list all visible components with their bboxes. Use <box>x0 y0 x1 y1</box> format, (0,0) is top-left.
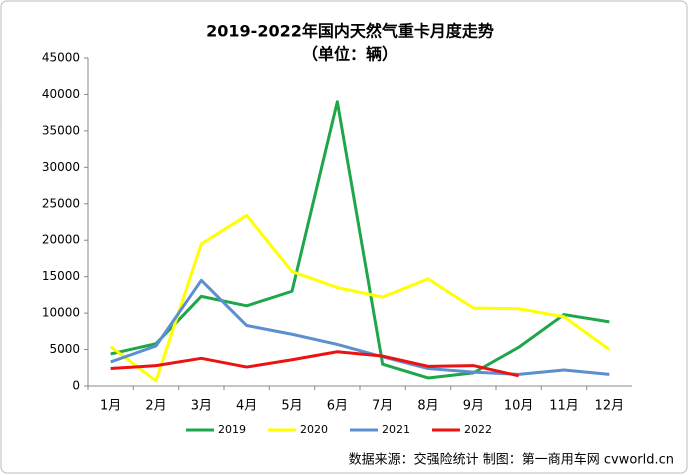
y-tick-label: 5000 <box>49 342 80 356</box>
x-tick-label: 9月 <box>463 399 484 414</box>
y-tick-label: 25000 <box>42 196 80 210</box>
line-series <box>110 100 610 380</box>
line-series <box>110 350 519 378</box>
x-tick-label: 12月 <box>595 399 625 414</box>
x-tick-label: 10月 <box>504 399 534 414</box>
x-tick-label: 11月 <box>549 399 579 414</box>
chart-title: 2019-2022年国内天然气重卡月度走势 <box>206 22 494 41</box>
x-tick-label: 2月 <box>145 399 166 414</box>
line-series <box>110 278 610 376</box>
legend-label: 2021 <box>382 423 410 436</box>
line-series <box>109 213 611 383</box>
y-tick-label: 20000 <box>42 233 80 247</box>
y-tick-label: 0 <box>72 379 80 393</box>
legend-label: 2020 <box>300 423 328 436</box>
legend-label: 2022 <box>464 423 492 436</box>
chart-subtitle: （单位：辆） <box>302 45 398 64</box>
legend-label: 2019 <box>218 423 246 436</box>
x-tick-label: 6月 <box>327 399 348 414</box>
y-tick-label: 35000 <box>42 123 80 137</box>
y-tick-label: 45000 <box>42 51 80 65</box>
x-tick-label: 4月 <box>236 399 257 414</box>
x-tick-label: 3月 <box>191 399 212 414</box>
y-tick-label: 40000 <box>42 87 80 101</box>
x-tick-label: 7月 <box>372 399 393 414</box>
source: 数据来源：交强险统计 制图：第一商用车网 cvworld.cn <box>349 452 674 468</box>
x-tick-label: 8月 <box>417 399 438 414</box>
x-tick-label: 5月 <box>281 399 302 414</box>
y-tick-label: 15000 <box>42 269 80 283</box>
y-tick-label: 30000 <box>42 160 80 174</box>
y-tick-label: 10000 <box>42 306 80 320</box>
x-tick-label: 1月 <box>100 399 121 414</box>
